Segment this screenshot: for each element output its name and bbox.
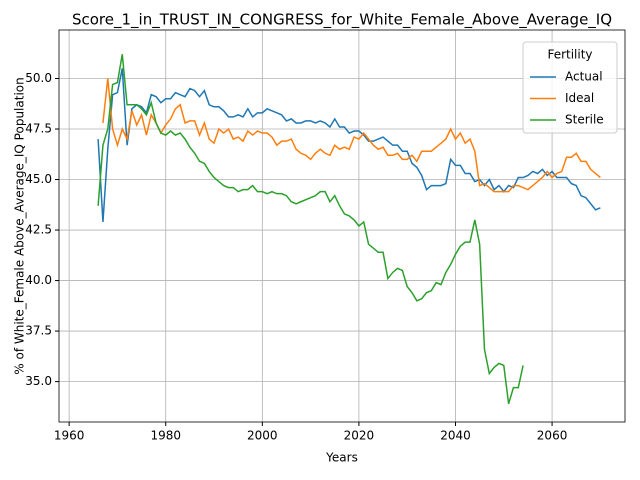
x-tick-label: 2060 bbox=[537, 429, 568, 443]
chart-title: Score_1_in_TRUST_IN_CONGRESS_for_White_F… bbox=[72, 11, 612, 30]
x-tick-label: 2040 bbox=[440, 429, 471, 443]
legend-box bbox=[522, 41, 618, 134]
y-tick-label: 45.0 bbox=[25, 172, 52, 186]
legend: Fertility Actual Ideal Sterile bbox=[522, 41, 618, 134]
x-tick-label: 2000 bbox=[247, 429, 278, 443]
y-axis-label: % of White_Female Above_Average_IQ Popul… bbox=[13, 77, 27, 374]
x-tick-label: 1960 bbox=[54, 429, 85, 443]
line-series bbox=[97, 54, 524, 405]
x-tick-label: 2020 bbox=[344, 429, 375, 443]
y-tick-label: 40.0 bbox=[25, 273, 52, 287]
legend-label: Ideal bbox=[565, 91, 594, 105]
x-axis-label: Years bbox=[325, 451, 358, 465]
plot-frame bbox=[58, 29, 626, 423]
line-series bbox=[102, 78, 601, 193]
y-tick-label: 42.5 bbox=[25, 223, 52, 237]
y-tick-label: 47.5 bbox=[25, 122, 52, 136]
y-tick-label: 37.5 bbox=[25, 324, 52, 338]
legend-label: Sterile bbox=[565, 113, 604, 127]
legend-label: Actual bbox=[565, 70, 603, 84]
legend-title: Fertility bbox=[547, 48, 592, 62]
line-series bbox=[97, 68, 601, 223]
y-tick-label: 50.0 bbox=[25, 71, 52, 85]
y-tick-label: 35.0 bbox=[25, 374, 52, 388]
x-tick-label: 1980 bbox=[150, 429, 181, 443]
